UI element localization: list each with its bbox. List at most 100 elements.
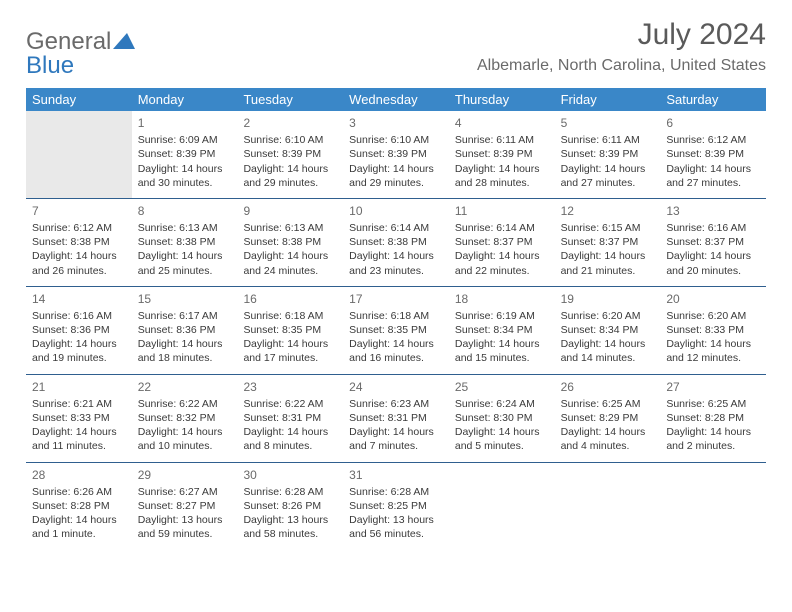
calendar-day-cell: 6Sunrise: 6:12 AMSunset: 8:39 PMDaylight… bbox=[660, 111, 766, 198]
day-number: 14 bbox=[32, 291, 126, 307]
calendar-day-cell bbox=[555, 463, 661, 550]
day-dl1: Daylight: 14 hours bbox=[138, 249, 232, 263]
day-sunrise: Sunrise: 6:25 AM bbox=[561, 397, 655, 411]
title-block: July 2024 Albemarle, North Carolina, Uni… bbox=[477, 18, 766, 75]
day-sunrise: Sunrise: 6:20 AM bbox=[561, 309, 655, 323]
day-dl1: Daylight: 13 hours bbox=[349, 513, 443, 527]
calendar-day-cell: 7Sunrise: 6:12 AMSunset: 8:38 PMDaylight… bbox=[26, 199, 132, 286]
day-sunset: Sunset: 8:32 PM bbox=[138, 411, 232, 425]
day-sunrise: Sunrise: 6:10 AM bbox=[349, 133, 443, 147]
day-header-thursday: Thursday bbox=[449, 88, 555, 111]
calendar-week-row: 1Sunrise: 6:09 AMSunset: 8:39 PMDaylight… bbox=[26, 111, 766, 199]
day-sunrise: Sunrise: 6:14 AM bbox=[455, 221, 549, 235]
calendar-day-cell: 17Sunrise: 6:18 AMSunset: 8:35 PMDayligh… bbox=[343, 287, 449, 374]
calendar-day-cell: 12Sunrise: 6:15 AMSunset: 8:37 PMDayligh… bbox=[555, 199, 661, 286]
day-sunrise: Sunrise: 6:10 AM bbox=[243, 133, 337, 147]
day-dl2: and 5 minutes. bbox=[455, 439, 549, 453]
day-number: 9 bbox=[243, 203, 337, 219]
day-dl2: and 12 minutes. bbox=[666, 351, 760, 365]
day-dl2: and 22 minutes. bbox=[455, 264, 549, 278]
day-dl2: and 24 minutes. bbox=[243, 264, 337, 278]
day-sunset: Sunset: 8:38 PM bbox=[243, 235, 337, 249]
day-dl2: and 25 minutes. bbox=[138, 264, 232, 278]
day-number: 30 bbox=[243, 467, 337, 483]
day-number: 11 bbox=[455, 203, 549, 219]
day-number: 26 bbox=[561, 379, 655, 395]
day-dl1: Daylight: 14 hours bbox=[243, 337, 337, 351]
day-dl2: and 21 minutes. bbox=[561, 264, 655, 278]
brand-text: GeneralBlue bbox=[26, 30, 135, 78]
day-sunset: Sunset: 8:33 PM bbox=[666, 323, 760, 337]
day-dl2: and 17 minutes. bbox=[243, 351, 337, 365]
day-dl1: Daylight: 14 hours bbox=[349, 337, 443, 351]
calendar-day-cell: 2Sunrise: 6:10 AMSunset: 8:39 PMDaylight… bbox=[237, 111, 343, 198]
day-number: 29 bbox=[138, 467, 232, 483]
day-sunset: Sunset: 8:26 PM bbox=[243, 499, 337, 513]
day-dl1: Daylight: 14 hours bbox=[455, 337, 549, 351]
calendar-day-cell: 3Sunrise: 6:10 AMSunset: 8:39 PMDaylight… bbox=[343, 111, 449, 198]
day-number: 21 bbox=[32, 379, 126, 395]
day-dl2: and 26 minutes. bbox=[32, 264, 126, 278]
day-dl1: Daylight: 14 hours bbox=[666, 425, 760, 439]
day-dl1: Daylight: 14 hours bbox=[666, 249, 760, 263]
day-dl2: and 16 minutes. bbox=[349, 351, 443, 365]
day-dl1: Daylight: 14 hours bbox=[561, 337, 655, 351]
day-dl1: Daylight: 14 hours bbox=[243, 162, 337, 176]
day-sunset: Sunset: 8:30 PM bbox=[455, 411, 549, 425]
calendar-day-cell: 22Sunrise: 6:22 AMSunset: 8:32 PMDayligh… bbox=[132, 375, 238, 462]
calendar-grid: Sunday Monday Tuesday Wednesday Thursday… bbox=[26, 88, 766, 549]
day-dl1: Daylight: 14 hours bbox=[32, 249, 126, 263]
day-sunset: Sunset: 8:38 PM bbox=[349, 235, 443, 249]
day-dl2: and 18 minutes. bbox=[138, 351, 232, 365]
day-dl1: Daylight: 14 hours bbox=[32, 337, 126, 351]
day-dl2: and 28 minutes. bbox=[455, 176, 549, 190]
day-dl2: and 58 minutes. bbox=[243, 527, 337, 541]
day-sunset: Sunset: 8:31 PM bbox=[349, 411, 443, 425]
day-number: 2 bbox=[243, 115, 337, 131]
day-sunset: Sunset: 8:38 PM bbox=[32, 235, 126, 249]
day-dl2: and 27 minutes. bbox=[666, 176, 760, 190]
day-sunrise: Sunrise: 6:27 AM bbox=[138, 485, 232, 499]
calendar-day-cell: 9Sunrise: 6:13 AMSunset: 8:38 PMDaylight… bbox=[237, 199, 343, 286]
day-dl1: Daylight: 13 hours bbox=[243, 513, 337, 527]
day-number: 4 bbox=[455, 115, 549, 131]
calendar-header-row: Sunday Monday Tuesday Wednesday Thursday… bbox=[26, 88, 766, 111]
calendar-day-cell bbox=[26, 111, 132, 198]
calendar-day-cell: 14Sunrise: 6:16 AMSunset: 8:36 PMDayligh… bbox=[26, 287, 132, 374]
day-dl2: and 20 minutes. bbox=[666, 264, 760, 278]
calendar-page: GeneralBlue July 2024 Albemarle, North C… bbox=[0, 0, 792, 559]
day-number: 13 bbox=[666, 203, 760, 219]
calendar-day-cell: 31Sunrise: 6:28 AMSunset: 8:25 PMDayligh… bbox=[343, 463, 449, 550]
calendar-day-cell: 29 Sunrise: 6:27 AMSunset: 8:27 PMDayligh… bbox=[132, 463, 238, 550]
day-dl1: Daylight: 14 hours bbox=[32, 513, 126, 527]
calendar-day-cell: 5Sunrise: 6:11 AMSunset: 8:39 PMDaylight… bbox=[555, 111, 661, 198]
day-dl2: and 2 minutes. bbox=[666, 439, 760, 453]
brand-triangle-icon bbox=[113, 30, 135, 54]
day-sunrise: Sunrise: 6:12 AM bbox=[32, 221, 126, 235]
calendar-day-cell: 10Sunrise: 6:14 AMSunset: 8:38 PMDayligh… bbox=[343, 199, 449, 286]
day-sunset: Sunset: 8:27 PM bbox=[138, 499, 232, 513]
day-sunrise: Sunrise: 6:13 AM bbox=[138, 221, 232, 235]
calendar-day-cell: 20Sunrise: 6:20 AMSunset: 8:33 PMDayligh… bbox=[660, 287, 766, 374]
day-dl1: Daylight: 14 hours bbox=[138, 337, 232, 351]
calendar-day-cell: 28Sunrise: 6:26 AMSunset: 8:28 PMDayligh… bbox=[26, 463, 132, 550]
day-sunrise: Sunrise: 6:12 AM bbox=[666, 133, 760, 147]
day-dl1: Daylight: 14 hours bbox=[243, 249, 337, 263]
day-number: 1 bbox=[138, 115, 232, 131]
day-sunset: Sunset: 8:37 PM bbox=[561, 235, 655, 249]
day-number: 16 bbox=[243, 291, 337, 307]
day-dl2: and 29 minutes. bbox=[243, 176, 337, 190]
calendar-week-row: 14Sunrise: 6:16 AMSunset: 8:36 PMDayligh… bbox=[26, 287, 766, 375]
calendar-day-cell: 8Sunrise: 6:13 AMSunset: 8:38 PMDaylight… bbox=[132, 199, 238, 286]
day-dl1: Daylight: 14 hours bbox=[666, 337, 760, 351]
day-dl1: Daylight: 14 hours bbox=[666, 162, 760, 176]
day-number: 15 bbox=[138, 291, 232, 307]
day-dl1: Daylight: 13 hours bbox=[138, 513, 232, 527]
calendar-day-cell: 16Sunrise: 6:18 AMSunset: 8:35 PMDayligh… bbox=[237, 287, 343, 374]
day-dl1: Daylight: 14 hours bbox=[138, 162, 232, 176]
calendar-day-cell: 15Sunrise: 6:17 AMSunset: 8:36 PMDayligh… bbox=[132, 287, 238, 374]
day-sunrise: Sunrise: 6:16 AM bbox=[666, 221, 760, 235]
calendar-day-cell: 25Sunrise: 6:24 AMSunset: 8:30 PMDayligh… bbox=[449, 375, 555, 462]
day-dl2: and 7 minutes. bbox=[349, 439, 443, 453]
day-number: 12 bbox=[561, 203, 655, 219]
